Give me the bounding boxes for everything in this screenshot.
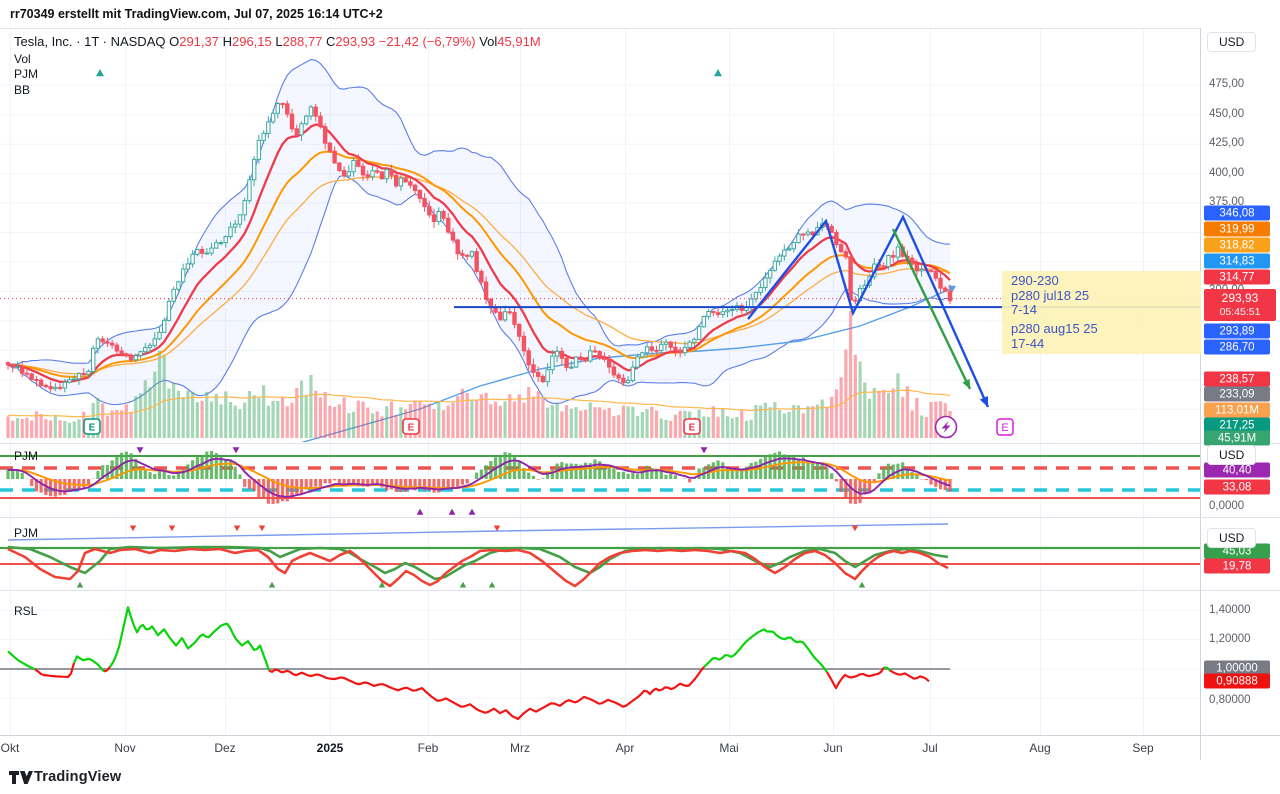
currency-button[interactable]: USD <box>1207 528 1257 548</box>
pane2-title[interactable]: PJM <box>14 449 38 463</box>
note-jul-line: 7-14 <box>1011 302 1038 317</box>
title-part: Tesla, Inc. <box>14 34 73 49</box>
time-axis-label[interactable]: Feb <box>417 741 439 755</box>
bar-countdown: 05:45:51 <box>1219 306 1261 318</box>
axis-tick: 450,00 <box>1209 107 1245 120</box>
time-axis-label[interactable]: Mrz <box>510 741 530 755</box>
tradingview-logo-icon[interactable] <box>9 770 33 787</box>
time-axis-label[interactable]: Jun <box>823 741 843 755</box>
note-aug-line: p280 aug15 25 <box>1011 321 1098 336</box>
note-jul[interactable]: 290-230 p280 jul18 25 7-14 <box>1002 271 1201 321</box>
title-part: 45,91M <box>497 34 541 49</box>
legend-bb[interactable]: BB <box>14 83 31 97</box>
time-axis-label[interactable]: Sep <box>1132 741 1154 755</box>
pane-separator[interactable] <box>0 517 1280 518</box>
time-axis-label[interactable]: Okt <box>0 741 20 755</box>
note-aug-line: 17-44 <box>1011 335 1045 351</box>
axis-tick: 0,0000 <box>1209 500 1245 512</box>
legend-pjm[interactable]: PJM <box>14 67 38 81</box>
title-part: 296,15 <box>231 34 276 49</box>
last-price-label: 293,93 05:45:51 <box>1204 289 1276 321</box>
title-part: 291,37 <box>179 34 223 49</box>
price-label: 293,89 <box>1204 323 1270 339</box>
price-label: 0,90888 <box>1204 673 1270 689</box>
svg-text:E: E <box>408 423 415 434</box>
price-axis[interactable]: USD USD USD 475,00 450,00 425,00 400,00 375,00 3… <box>1200 28 1280 735</box>
note-aug[interactable]: p280 aug15 25 17-44 <box>1002 319 1201 354</box>
earnings-icon: E <box>402 418 420 435</box>
time-axis-label[interactable]: Nov <box>114 741 136 755</box>
earnings-icon: E <box>683 418 701 435</box>
price-label: 318,82 <box>1204 237 1270 253</box>
pane4-title[interactable]: RSL <box>14 604 38 618</box>
axis-tick: 0,80000 <box>1209 694 1251 706</box>
time-axis-label[interactable]: Aug <box>1029 741 1051 755</box>
legend-vol[interactable]: Vol <box>14 52 31 66</box>
price-label: 33,08 <box>1204 479 1270 495</box>
axis-tick: 375,00 <box>1209 196 1245 209</box>
price-label: 40,40 <box>1204 462 1270 478</box>
flash-icon <box>934 415 958 439</box>
time-axis-label[interactable]: Dez <box>214 741 236 755</box>
title-part: O <box>169 34 180 49</box>
event-icon: E <box>996 418 1014 436</box>
svg-text:E: E <box>1001 422 1008 434</box>
price-label: 1,00000 <box>1204 660 1270 676</box>
title-part: H <box>222 34 232 49</box>
chart-area[interactable]: E E E E Tesla, Inc. · 1T · NASDAQ O291,37 H… <box>0 28 1201 736</box>
footer: TradingView <box>0 760 1280 794</box>
title-part: C <box>325 34 336 49</box>
price-label: 113,01M <box>1204 402 1270 418</box>
last-price: 293,93 <box>1221 291 1259 305</box>
note-jul-line: 290-230 <box>1011 273 1059 288</box>
attribution-text: rr70349 erstellt mit TradingView.com, Ju… <box>10 7 383 21</box>
price-label: 238,57 <box>1204 371 1270 387</box>
time-axis-label[interactable]: 2025 <box>316 741 344 755</box>
title-part: 288,77 <box>282 34 326 49</box>
axis-corner <box>1200 735 1280 761</box>
tradingview-logo-text[interactable]: TradingView <box>34 769 122 785</box>
price-label: 346,08 <box>1204 205 1270 221</box>
price-label: 217,25 <box>1204 417 1270 433</box>
earnings-icon: E <box>83 418 101 435</box>
axis-tick: 475,00 <box>1209 78 1245 91</box>
currency-button[interactable]: USD <box>1207 445 1257 465</box>
pane-separator[interactable] <box>0 590 1280 591</box>
title-part: 293,93 −21,42 (−6,79%) <box>335 34 480 49</box>
axis-tick: 1,40000 <box>1209 604 1251 616</box>
price-label: 286,70 <box>1204 339 1270 355</box>
axis-tick: 1,20000 <box>1209 633 1251 645</box>
pane3-title[interactable]: PJM <box>14 526 38 540</box>
time-axis-label[interactable]: Apr <box>615 741 635 755</box>
price-label: 314,83 <box>1204 253 1270 269</box>
title-part: L <box>275 34 283 49</box>
axis-tick: 400,00 <box>1209 166 1245 179</box>
price-label: 233,09 <box>1204 386 1270 402</box>
currency-button[interactable]: USD <box>1207 32 1257 52</box>
time-axis[interactable]: Okt Nov Dez 2025 Feb Mrz Apr Mai Jun Jul Aug Sep <box>0 735 1200 761</box>
price-label: 319,99 <box>1204 221 1270 237</box>
symbol-title[interactable]: Tesla, Inc. · 1T · NASDAQ O291,37 H296,1… <box>14 34 541 49</box>
price-label: 45,91M <box>1204 430 1270 446</box>
title-part: · 1T · NASDAQ <box>72 34 170 49</box>
note-jul-line: p280 jul18 25 <box>1011 287 1090 303</box>
svg-text:E: E <box>689 423 696 434</box>
time-axis-label[interactable]: Mai <box>719 741 739 755</box>
time-axis-label[interactable]: Jul <box>922 741 938 755</box>
svg-text:E: E <box>89 423 96 434</box>
pane-separator[interactable] <box>0 443 1280 444</box>
title-part: Vol <box>479 34 498 49</box>
price-label: 314,77 <box>1204 269 1270 285</box>
axis-tick: 425,00 <box>1209 137 1245 150</box>
price-label: 19,78 <box>1204 558 1270 574</box>
